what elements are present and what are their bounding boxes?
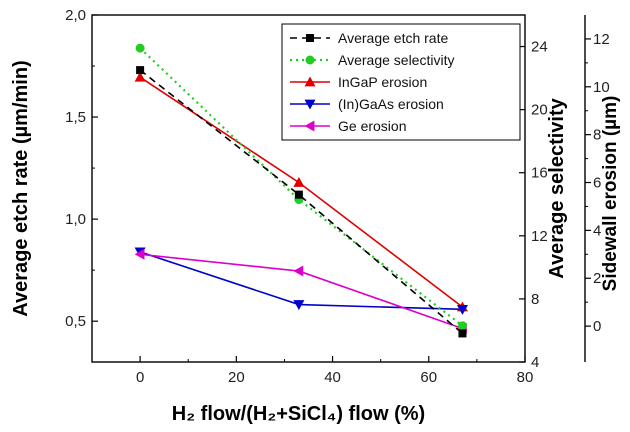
data-point-average-etch-rate bbox=[458, 329, 466, 337]
selectivity-axis-label: Average selectivity bbox=[546, 97, 568, 278]
series-ge-erosion bbox=[135, 249, 467, 334]
selectivity-tick-label: 4 bbox=[531, 354, 539, 371]
data-point-ge-erosion bbox=[293, 266, 303, 277]
sidewall-erosion-tick-label: 0 bbox=[593, 318, 601, 335]
left-tick-label: 2,0 bbox=[65, 7, 86, 24]
legend-marker bbox=[306, 34, 314, 42]
data-point-ingap-erosion bbox=[293, 177, 304, 187]
x-tick-label: 40 bbox=[324, 369, 341, 386]
legend-marker bbox=[306, 56, 315, 65]
x-tick-label: 60 bbox=[420, 369, 437, 386]
left-tick-label: 1,0 bbox=[65, 211, 86, 228]
sidewall-erosion-tick-label: 12 bbox=[593, 31, 610, 48]
legend: Average etch rate Average selectivity InGa… bbox=[282, 24, 520, 140]
legend-label: InGaP erosion bbox=[338, 74, 427, 90]
sidewall-erosion-axis-label: Sidewall erosion (µm) bbox=[600, 96, 621, 292]
left-y-axis: 0,5 1,0 1,5 2,0 bbox=[65, 7, 98, 330]
legend-label: Average selectivity bbox=[338, 52, 454, 68]
sidewall-erosion-tick-label: 10 bbox=[593, 79, 610, 96]
data-point-average-selectivity bbox=[458, 321, 467, 330]
x-tick-label: 80 bbox=[517, 369, 534, 386]
legend-label: Ge erosion bbox=[338, 118, 406, 134]
legend-label: (In)GaAs erosion bbox=[338, 96, 444, 112]
series-in-gaas-erosion bbox=[135, 248, 468, 315]
left-y-axis-label: Average etch rate (µm/min) bbox=[10, 60, 32, 316]
data-point-average-selectivity bbox=[136, 44, 145, 53]
x-axis-label: H₂ flow/(H₂+SiCl₄) flow (%) bbox=[172, 403, 425, 425]
selectivity-tick-label: 24 bbox=[531, 39, 548, 56]
x-tick-label: 0 bbox=[136, 369, 144, 386]
x-tick-label: 20 bbox=[228, 369, 245, 386]
data-point-average-etch-rate bbox=[295, 191, 303, 199]
x-axis: 0 20 40 60 80 bbox=[92, 356, 533, 386]
data-point-average-etch-rate bbox=[136, 66, 144, 74]
left-tick-label: 1,5 bbox=[65, 109, 86, 126]
selectivity-tick-label: 8 bbox=[531, 291, 539, 308]
left-tick-label: 0,5 bbox=[65, 313, 86, 330]
legend-label: Average etch rate bbox=[338, 30, 448, 46]
